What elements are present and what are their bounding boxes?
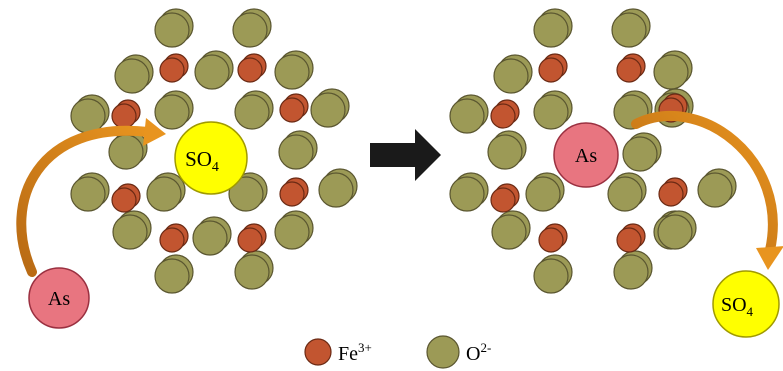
svg-text:O2-: O2- xyxy=(466,340,491,365)
iron-ion xyxy=(490,99,520,129)
iron-ion xyxy=(237,223,267,253)
iron-ion xyxy=(237,53,267,83)
sulfate-ion-after: SO4 xyxy=(712,270,780,338)
oxide-ion xyxy=(234,90,274,130)
iron-ion xyxy=(159,53,189,83)
iron-ion xyxy=(279,93,309,123)
oxide-ion xyxy=(533,90,573,130)
arsenic-label: As xyxy=(48,288,70,310)
oxide-ion xyxy=(108,130,148,170)
oxide-ion xyxy=(533,254,573,294)
arsenic-label: As xyxy=(575,145,597,167)
oxide-ion xyxy=(154,254,194,294)
oxide-ion xyxy=(112,210,152,250)
oxide-ion xyxy=(234,250,274,290)
reaction-arrow xyxy=(370,129,441,181)
oxide-ion xyxy=(146,172,186,212)
curved-arrow-in-head xyxy=(143,118,166,146)
oxide-ion xyxy=(310,88,350,128)
legend: Fe3+ O2- xyxy=(304,335,491,369)
curved-arrow-out-head xyxy=(756,246,783,270)
sulfate-label: SO xyxy=(185,147,212,171)
oxide-ion xyxy=(653,50,693,90)
legend-oxide-charge: 2- xyxy=(480,340,491,355)
svg-text:SO4: SO4 xyxy=(185,147,219,175)
oxide-ion xyxy=(487,130,527,170)
arsenic-ion-before: As xyxy=(28,267,90,329)
oxide-ion xyxy=(278,130,318,170)
oxide-ion xyxy=(611,8,651,48)
legend-item-oxide: O2- xyxy=(426,335,491,369)
oxide-ion xyxy=(697,168,737,208)
legend-item-iron: Fe3+ xyxy=(304,338,372,366)
svg-text:Fe3+: Fe3+ xyxy=(338,340,372,365)
iron-ion xyxy=(616,223,646,253)
oxide-ion xyxy=(613,250,653,290)
iron-ion xyxy=(279,177,309,207)
oxide-ion xyxy=(70,94,110,134)
lattice-after xyxy=(449,8,737,294)
oxide-ion xyxy=(493,54,533,94)
curved-arrow-out xyxy=(631,110,778,255)
iron-ion xyxy=(490,183,520,213)
svg-text:SO4: SO4 xyxy=(721,294,754,319)
legend-oxide-label: O xyxy=(466,343,480,365)
iron-ion xyxy=(616,53,646,83)
oxide-ion xyxy=(194,50,234,90)
legend-iron-charge: 3+ xyxy=(358,340,372,355)
oxide-ion xyxy=(274,50,314,90)
oxide-ion xyxy=(657,210,697,250)
oxide-ion xyxy=(192,216,232,256)
arsenic-ion-after: As xyxy=(553,122,619,188)
oxide-ion xyxy=(274,210,314,250)
oxide-ion xyxy=(228,172,268,212)
sulfate-ion-before: SO4 xyxy=(174,121,248,195)
iron-ion xyxy=(111,183,141,213)
oxide-ion xyxy=(525,172,565,212)
oxide-ion xyxy=(449,94,489,134)
sulfate-label: SO xyxy=(721,294,747,316)
oxide-ion-icon xyxy=(426,335,460,369)
oxide-ion xyxy=(154,8,194,48)
iron-ion xyxy=(111,99,141,129)
curved-arrow-in xyxy=(16,125,153,277)
iron-ion xyxy=(159,223,189,253)
iron-ion xyxy=(538,53,568,83)
oxide-ion xyxy=(622,132,662,172)
iron-ion xyxy=(538,223,568,253)
oxide-ion xyxy=(491,210,531,250)
oxide-ion xyxy=(232,8,272,48)
oxide-ion xyxy=(318,168,358,208)
oxide-ion xyxy=(607,172,647,212)
sulfate-subscript: 4 xyxy=(212,160,219,175)
oxide-ion xyxy=(70,172,110,212)
iron-ion-icon xyxy=(304,338,332,366)
oxide-ion xyxy=(114,54,154,94)
oxide-ion xyxy=(449,172,489,212)
sulfate-subscript: 4 xyxy=(747,304,754,319)
oxide-ion xyxy=(533,8,573,48)
iron-ion xyxy=(658,177,688,207)
legend-iron-label: Fe xyxy=(338,343,358,365)
oxide-ion xyxy=(154,90,194,130)
